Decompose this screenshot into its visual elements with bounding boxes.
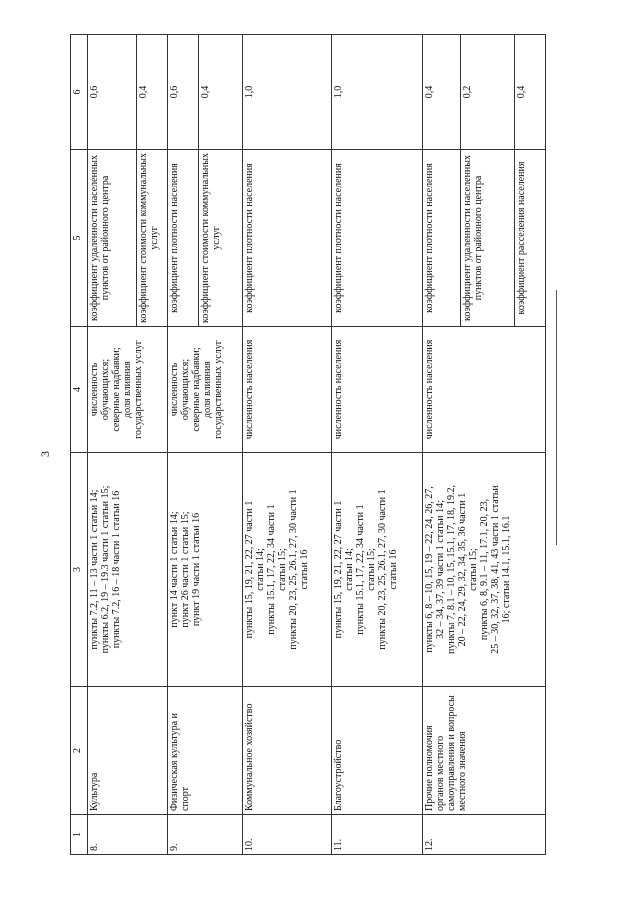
coefficient-value: 0,6 bbox=[87, 34, 137, 150]
table-row: 10. Коммунальное хозяйство пункты 15, 19, … bbox=[242, 34, 332, 855]
header-cell: 2 bbox=[70, 686, 88, 815]
header-cell: 1 bbox=[70, 814, 88, 855]
law-points: пункты 6, 8 – 10, 15, 19 – 22, 24, 26, 2… bbox=[422, 452, 546, 687]
row-number: 9. bbox=[167, 814, 243, 855]
law-points: пункт 14 части 1 статьи 14; пункт 26 час… bbox=[167, 452, 243, 687]
header-cell: 6 bbox=[70, 34, 88, 150]
row-number: 12. bbox=[422, 814, 546, 855]
row-number: 10. bbox=[242, 814, 332, 855]
coefficient-name: коэффициент плотности населения bbox=[331, 149, 423, 327]
indicator: численность населения bbox=[422, 326, 546, 453]
coefficient-value: 0,2 bbox=[460, 34, 515, 150]
law-points: пункты 15, 19, 21, 22, 27 части 1 статьи… bbox=[331, 452, 423, 687]
header-cell: 5 bbox=[70, 149, 88, 327]
expense-category: Коммунальное хозяйство bbox=[242, 686, 332, 815]
coefficient-name: коэффициент стоимости коммунальных услуг bbox=[136, 149, 168, 327]
coefficient-value: 0,4 bbox=[136, 34, 168, 150]
page-number: 3 bbox=[38, 451, 52, 457]
coefficient-value: 0,4 bbox=[198, 34, 243, 150]
law-points: пункты 15, 19, 21, 22, 27 части 1 статьи… bbox=[242, 452, 332, 687]
indicator: численность населения bbox=[242, 326, 332, 453]
indicator: численность обучающихся; северные надбав… bbox=[87, 326, 168, 453]
row-number: 11. bbox=[331, 814, 423, 855]
coefficient-name: коэффициент удаленности населенных пункт… bbox=[87, 149, 137, 327]
expense-category: Благоустройство bbox=[331, 686, 423, 815]
table-row: 9. Физическая культура и спорт пункт 14 ча… bbox=[167, 34, 243, 855]
distribution-table: 1 2 3 4 5 6 8. Культура пункты 7.2, 11 – 1… bbox=[70, 34, 546, 855]
coefficient-name: коэффициент стоимости коммунальных услуг bbox=[198, 149, 243, 327]
law-points: пункты 7.2, 11 – 13 части 1 статьи 14; п… bbox=[87, 452, 168, 687]
expense-category: Физическая культура и спорт bbox=[167, 686, 243, 815]
header-cell: 3 bbox=[70, 452, 88, 687]
table-row: 8. Культура пункты 7.2, 11 – 13 части 1 ст… bbox=[87, 34, 168, 855]
row-number: 8. bbox=[87, 814, 168, 855]
table-row: 11. Благоустройство пункты 15, 19, 21, 22,… bbox=[331, 34, 423, 855]
header-cell: 4 bbox=[70, 326, 88, 453]
coefficient-value: 1,0 bbox=[331, 34, 423, 150]
coefficient-value: 1,0 bbox=[242, 34, 332, 150]
indicator: численность обучающихся; северные надбав… bbox=[167, 326, 243, 453]
coefficient-name: коэффициент расселения населения bbox=[514, 149, 546, 327]
coefficient-name: коэффициент плотности населения bbox=[422, 149, 461, 327]
header-row: 1 2 3 4 5 6 bbox=[70, 34, 88, 855]
table-row: 12. Прочие полномочия органов местного са… bbox=[422, 34, 546, 855]
coefficient-name: коэффициент плотности населения bbox=[167, 149, 199, 327]
coefficient-value: 0,6 bbox=[167, 34, 199, 150]
coefficient-value: 0,4 bbox=[422, 34, 461, 150]
coefficient-name: коэффициент плотности населения bbox=[242, 149, 332, 327]
indicator: численность населения bbox=[331, 326, 423, 453]
horizontal-rule bbox=[556, 290, 557, 545]
expense-category: Культура bbox=[87, 686, 168, 815]
expense-category: Прочие полномочия органов местного самоу… bbox=[422, 686, 546, 815]
coefficient-name: коэффициент удаленности населенных пункт… bbox=[460, 149, 515, 327]
coefficient-value: 0,4 bbox=[514, 34, 546, 150]
